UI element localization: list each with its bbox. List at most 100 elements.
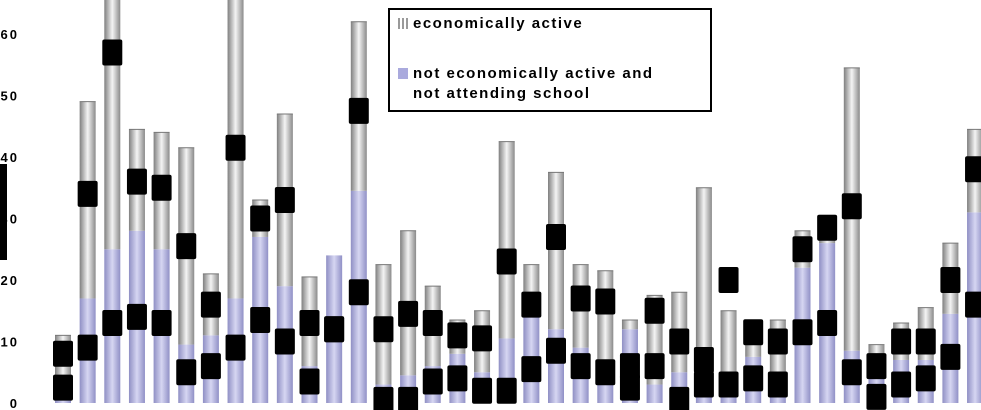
bar-marker bbox=[792, 236, 813, 263]
bar-marker bbox=[348, 97, 369, 124]
bar-marker bbox=[398, 300, 419, 327]
bar-marker bbox=[521, 291, 542, 318]
bar-marker bbox=[53, 374, 73, 401]
bar-marker bbox=[151, 310, 172, 337]
bar-marker bbox=[940, 267, 961, 293]
bar-marker bbox=[693, 346, 714, 373]
legend-label-not-economically-active-line1: not economically active and bbox=[413, 65, 654, 82]
bar-marker bbox=[595, 359, 616, 386]
bar-marker bbox=[595, 288, 616, 315]
bar-marker bbox=[866, 383, 887, 410]
bar-marker bbox=[250, 205, 271, 232]
bar-economically-active bbox=[104, 0, 121, 250]
bar-marker bbox=[472, 377, 493, 404]
bar-marker bbox=[965, 156, 981, 183]
bar-marker bbox=[965, 291, 981, 318]
bar-economically-active bbox=[621, 319, 638, 330]
bar-marker bbox=[792, 319, 813, 346]
markers-group bbox=[53, 39, 981, 410]
bar-marker bbox=[447, 322, 468, 349]
bar-marker bbox=[274, 187, 295, 214]
legend-label-not-economically-active-line2: not attending school bbox=[413, 85, 591, 102]
bar-marker bbox=[126, 303, 147, 330]
bar-marker bbox=[348, 279, 369, 306]
bar-marker bbox=[373, 316, 394, 343]
bar-marker bbox=[891, 328, 912, 355]
bar-marker bbox=[570, 285, 591, 312]
bar-not-economically-active bbox=[646, 384, 663, 403]
bar-marker bbox=[422, 310, 443, 337]
bar-marker bbox=[743, 365, 764, 392]
bar-marker bbox=[619, 374, 640, 401]
bar-marker bbox=[669, 328, 690, 355]
y-tick-label: 0 bbox=[10, 396, 19, 410]
bar-marker bbox=[841, 193, 862, 220]
bar-marker bbox=[274, 328, 295, 355]
bar-marker bbox=[915, 328, 936, 355]
bar-marker bbox=[496, 377, 517, 404]
legend: economically active not economically act… bbox=[388, 8, 712, 112]
bar-marker bbox=[225, 134, 246, 161]
bar-marker bbox=[151, 174, 172, 201]
bar-economically-active bbox=[498, 141, 515, 339]
bar-economically-active bbox=[548, 172, 564, 330]
bar-marker bbox=[200, 353, 221, 380]
bar-marker bbox=[324, 316, 345, 343]
bar-marker bbox=[644, 353, 665, 380]
bar-marker bbox=[126, 168, 147, 195]
bar-marker bbox=[743, 319, 764, 346]
y-axis-label-block bbox=[0, 164, 7, 260]
y-tick-label: 50 bbox=[1, 89, 19, 104]
bar-marker bbox=[718, 371, 739, 398]
legend-item-economically-active: economically active bbox=[398, 14, 583, 34]
bar-marker bbox=[866, 353, 887, 380]
bar-marker bbox=[940, 343, 961, 370]
bar-marker bbox=[718, 267, 739, 293]
legend-swatch-economically-active bbox=[398, 18, 408, 29]
bar-economically-active bbox=[720, 310, 737, 376]
bar-marker bbox=[767, 328, 788, 355]
bar-marker bbox=[767, 371, 788, 398]
bar-marker bbox=[817, 214, 838, 241]
bar-marker bbox=[398, 386, 419, 410]
bar-marker bbox=[102, 39, 123, 66]
bar-marker bbox=[915, 365, 936, 392]
y-tick-label: 40 bbox=[1, 150, 19, 165]
bar-marker bbox=[644, 297, 665, 324]
bar-marker bbox=[841, 359, 862, 386]
bar-marker bbox=[422, 368, 443, 395]
bar-economically-active bbox=[597, 270, 614, 367]
bar-marker bbox=[77, 334, 98, 361]
bar-marker bbox=[102, 310, 123, 337]
bar-economically-active bbox=[695, 187, 712, 379]
bar-marker bbox=[176, 233, 197, 260]
bar-marker bbox=[817, 310, 838, 337]
bar-marker bbox=[570, 353, 591, 380]
bar-marker bbox=[546, 223, 566, 250]
bar-marker bbox=[299, 368, 320, 395]
y-tick-label: 10 bbox=[1, 335, 19, 350]
bar-marker bbox=[669, 386, 690, 410]
bar-marker bbox=[891, 371, 912, 398]
bar-marker bbox=[496, 248, 517, 275]
bar-marker bbox=[200, 291, 221, 318]
legend-item-not-economically-active: not economically active and not attendin… bbox=[398, 64, 654, 104]
bar-marker bbox=[546, 337, 566, 364]
bar-marker bbox=[447, 365, 468, 392]
bar-marker bbox=[299, 310, 320, 337]
bar-marker bbox=[373, 386, 394, 410]
y-tick-label: 20 bbox=[1, 273, 19, 288]
bar-marker bbox=[77, 180, 98, 207]
y-tick-label: 60 bbox=[1, 27, 19, 42]
bar-marker bbox=[693, 371, 714, 398]
bar-marker bbox=[225, 334, 246, 361]
bar-marker bbox=[250, 306, 271, 333]
legend-swatch-not-economically-active bbox=[398, 68, 408, 79]
bar-marker bbox=[472, 325, 493, 352]
bar-marker bbox=[619, 353, 640, 380]
bar-economically-active bbox=[523, 264, 540, 299]
legend-label-economically-active: economically active bbox=[413, 15, 584, 32]
bar-marker bbox=[176, 359, 197, 386]
